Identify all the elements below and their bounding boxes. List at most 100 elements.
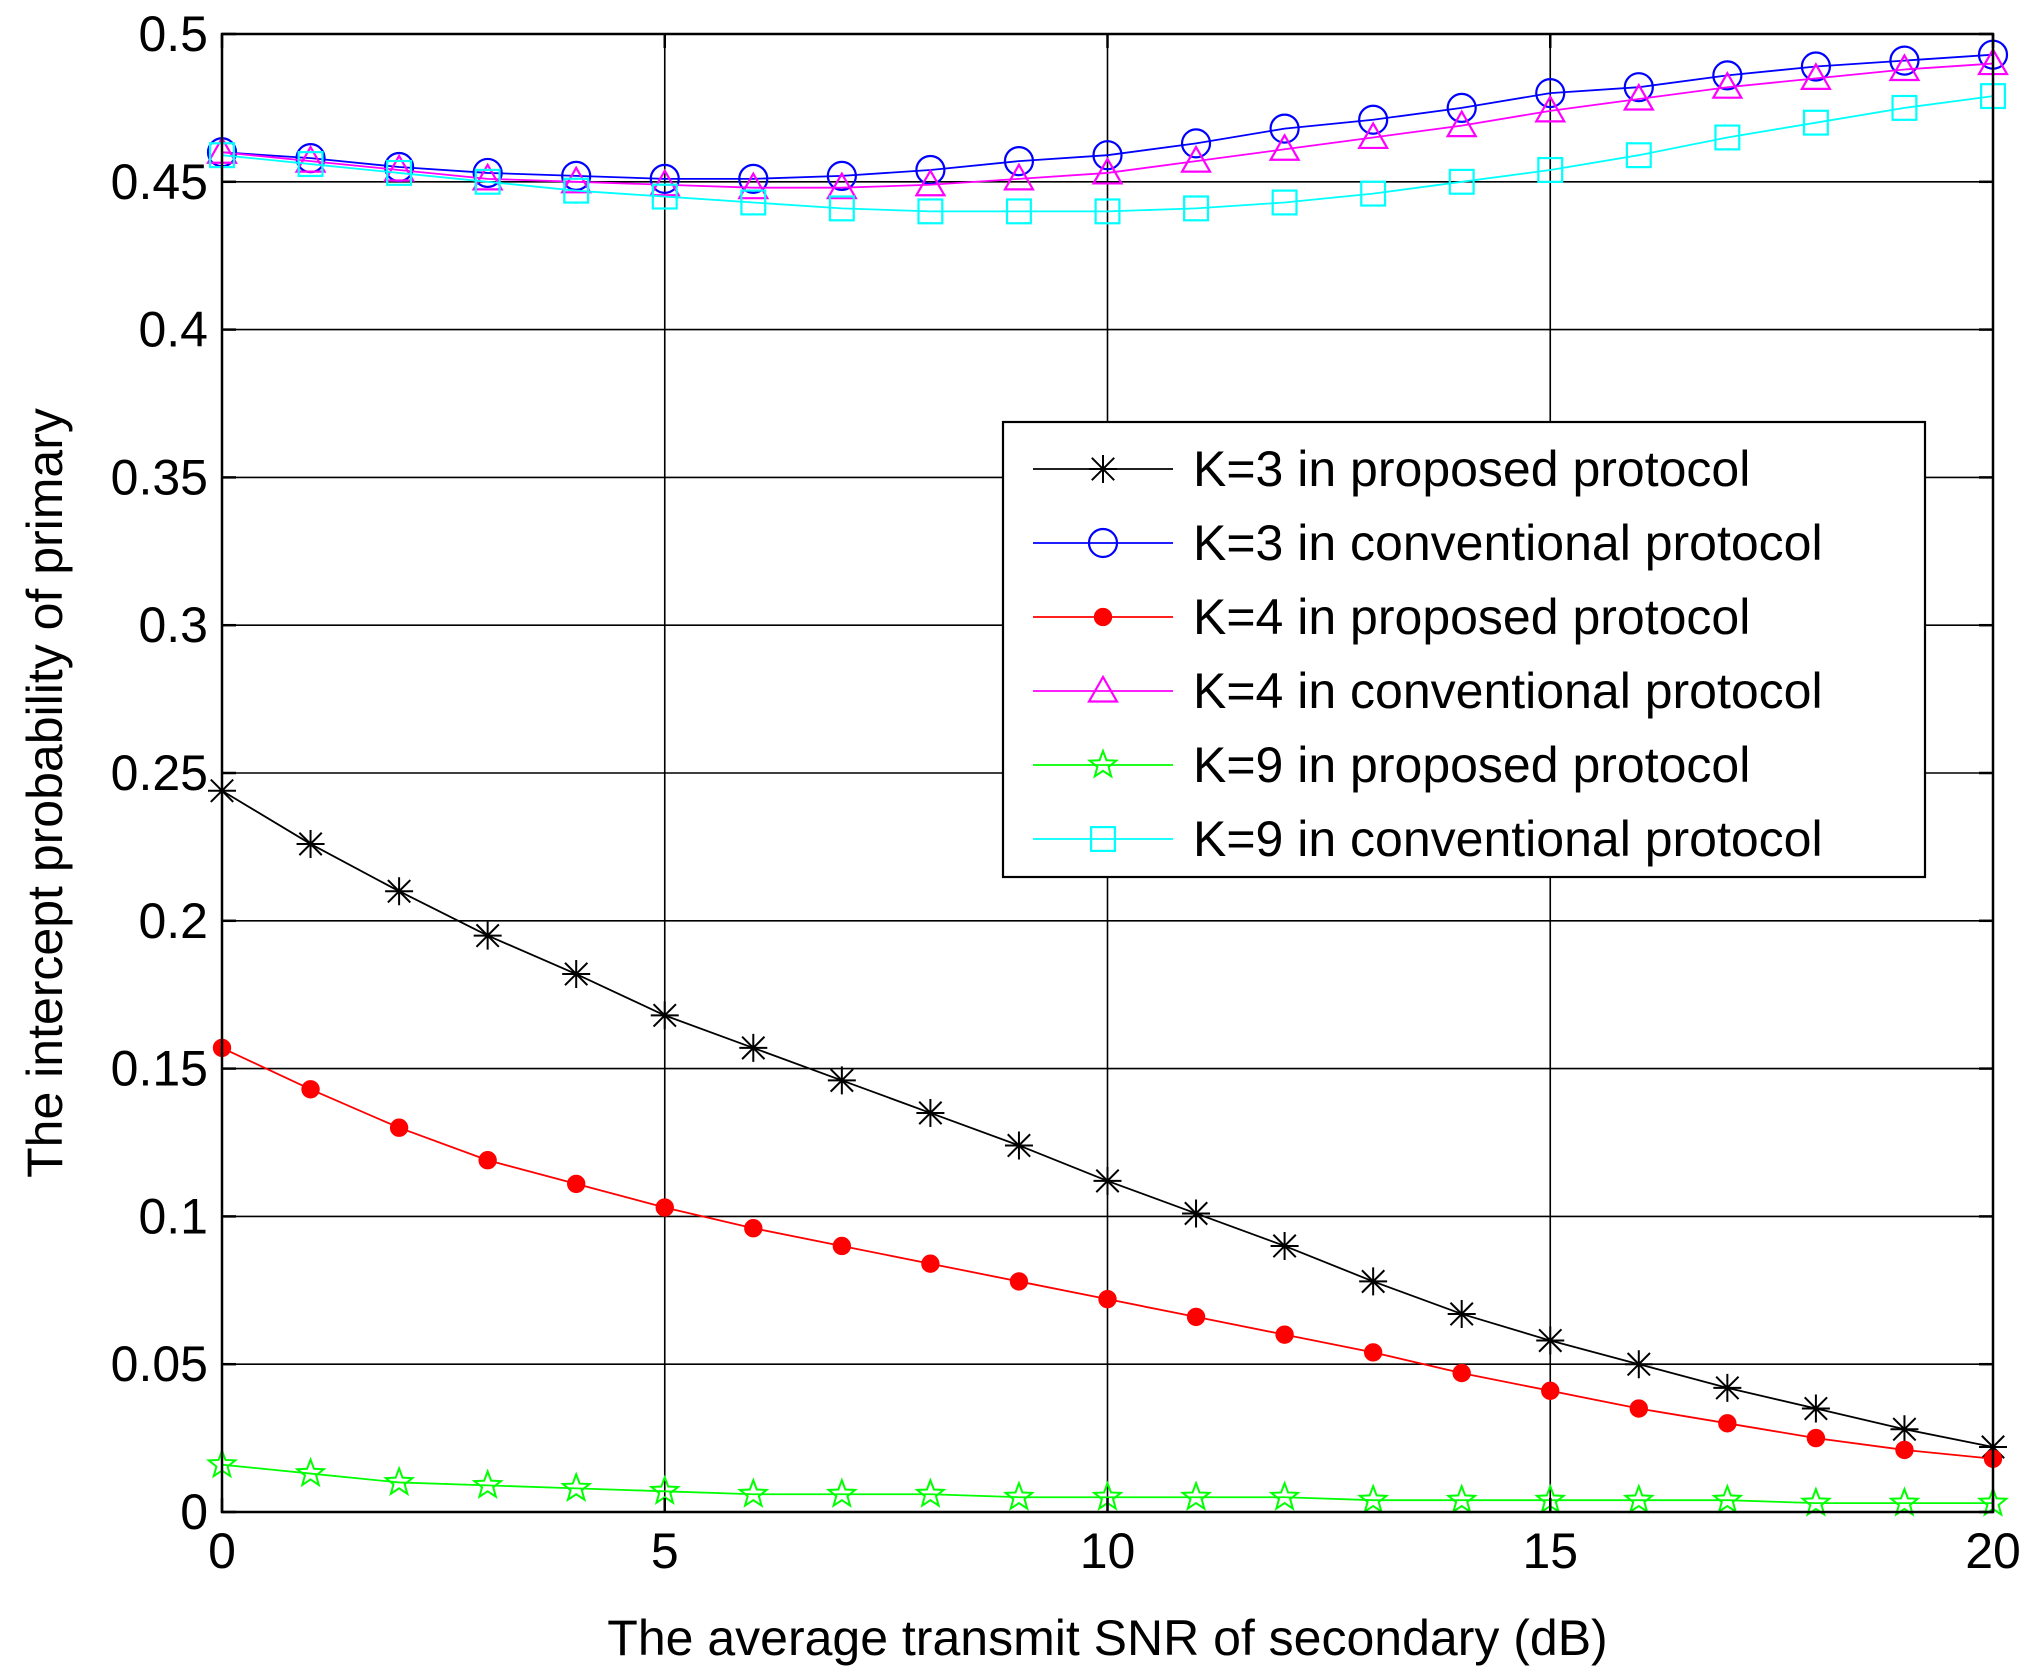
data-point-asterisk — [473, 921, 502, 950]
data-point-circle — [738, 163, 769, 194]
data-point-triangle — [1091, 156, 1124, 185]
data-point-triangle — [1534, 94, 1567, 123]
data-point-square — [917, 198, 944, 225]
data-point-star — [383, 1465, 416, 1497]
data-point-dot — [832, 1236, 852, 1256]
data-point-dot — [1718, 1414, 1737, 1433]
data-point-square — [474, 168, 501, 195]
legend-label: K=3 in proposed protocol — [1193, 441, 1750, 497]
data-point-star — [1622, 1483, 1655, 1514]
data-point-dot — [1275, 1325, 1294, 1344]
y-tick-label: 0.3 — [138, 597, 208, 653]
tick-layer: 0 5 10 15 20 0 0.05 0.1 0.15 0.2 0.25 0.3 0.35 0.4 0.4… — [111, 6, 2021, 1579]
y-tick-label: 0 — [180, 1484, 208, 1540]
data-point-triangle — [737, 171, 770, 200]
data-point-star — [471, 1468, 504, 1500]
data-point-triangle — [471, 162, 504, 191]
data-point-circle — [1087, 527, 1119, 559]
data-point-asterisk — [1890, 1415, 1919, 1444]
data-point-asterisk — [1359, 1267, 1388, 1296]
data-point-asterisk — [1093, 1166, 1122, 1195]
data-point-dot — [1098, 1289, 1117, 1309]
data-point-square — [1714, 124, 1741, 151]
data-point-dot — [1009, 1272, 1029, 1291]
data-point-circle — [1446, 92, 1477, 124]
legend-entry: K=9 in proposed protocol — [1033, 737, 1750, 793]
legend-label: K=9 in conventional protocol — [1193, 811, 1823, 867]
data-point-star — [294, 1456, 327, 1488]
data-point-star — [560, 1471, 593, 1502]
data-point-asterisk — [1089, 455, 1117, 483]
legend-label: K=9 in proposed protocol — [1193, 737, 1750, 793]
data-point-dot — [1363, 1343, 1383, 1362]
data-point-star — [1086, 748, 1120, 779]
data-point-dot — [921, 1254, 940, 1273]
y-tick-label: 0.35 — [111, 449, 208, 505]
data-point-dot — [567, 1174, 586, 1194]
data-point-circle — [1800, 51, 1832, 82]
data-point-star — [1888, 1486, 1921, 1517]
data-point-dot — [1541, 1381, 1560, 1400]
data-point-star — [1268, 1480, 1301, 1511]
data-point-star — [737, 1477, 770, 1508]
series-5 — [205, 1447, 2010, 1517]
data-point-dot — [1895, 1440, 1914, 1460]
data-point-triangle — [1622, 82, 1655, 111]
data-point-square — [1089, 825, 1116, 852]
series-line — [221, 1463, 1993, 1505]
legend-entry: K=9 in conventional protocol — [1033, 811, 1823, 867]
data-point-circle — [472, 157, 503, 189]
data-point-asterisk — [1624, 1350, 1653, 1379]
data-point-asterisk — [916, 1098, 945, 1127]
data-point-square — [1094, 198, 1121, 225]
data-point-square — [1448, 168, 1475, 195]
legend-entry: K=3 in conventional protocol — [1033, 515, 1823, 571]
y-tick-label: 0.4 — [138, 302, 208, 358]
data-point-star — [648, 1474, 681, 1505]
data-point-square — [1625, 142, 1652, 169]
data-point-triangle — [1711, 70, 1744, 99]
data-point-star — [914, 1477, 947, 1508]
data-point-dot — [1806, 1428, 1826, 1448]
series-line — [221, 95, 1994, 213]
data-point-square — [1360, 180, 1387, 207]
legend-entry: K=4 in conventional protocol — [1033, 663, 1823, 719]
data-point-triangle — [1087, 674, 1119, 703]
data-point-asterisk — [1713, 1373, 1742, 1402]
data-point-dot — [1093, 607, 1113, 627]
legend-label: K=4 in conventional protocol — [1193, 663, 1823, 719]
y-tick-label: 0.45 — [111, 154, 208, 210]
data-point-triangle — [825, 171, 858, 200]
data-point-circle — [1092, 140, 1123, 171]
data-point-square — [563, 177, 590, 204]
data-point-star — [1711, 1483, 1744, 1514]
y-tick-label: 0.5 — [138, 6, 208, 62]
data-point-asterisk — [1270, 1231, 1299, 1260]
data-point-star — [1180, 1480, 1213, 1511]
data-point-circle — [1889, 45, 1920, 76]
data-point-circle — [1003, 146, 1035, 177]
x-tick-label: 10 — [1080, 1523, 1136, 1579]
series-6 — [209, 83, 2006, 225]
data-point-star — [1357, 1483, 1390, 1514]
data-point-circle — [1180, 128, 1212, 159]
data-point-asterisk — [739, 1033, 768, 1062]
data-point-triangle — [1268, 133, 1301, 161]
y-tick-label: 0.05 — [111, 1336, 208, 1392]
data-point-asterisk — [1182, 1199, 1211, 1228]
data-point-dot — [1629, 1399, 1648, 1418]
data-point-square — [297, 151, 324, 178]
data-point-square — [1537, 156, 1564, 183]
series-1 — [208, 776, 2007, 1461]
data-point-circle — [1623, 72, 1654, 103]
y-axis-label: The intercept probability of primary — [17, 408, 73, 1178]
data-point-asterisk — [296, 829, 325, 858]
data-point-star — [1445, 1483, 1478, 1514]
data-point-triangle — [294, 144, 327, 173]
y-tick-label: 0.25 — [111, 745, 208, 801]
data-point-circle — [826, 160, 857, 191]
series-line — [221, 62, 1994, 189]
y-tick-label: 0.15 — [111, 1041, 208, 1097]
data-point-star — [1799, 1486, 1832, 1517]
